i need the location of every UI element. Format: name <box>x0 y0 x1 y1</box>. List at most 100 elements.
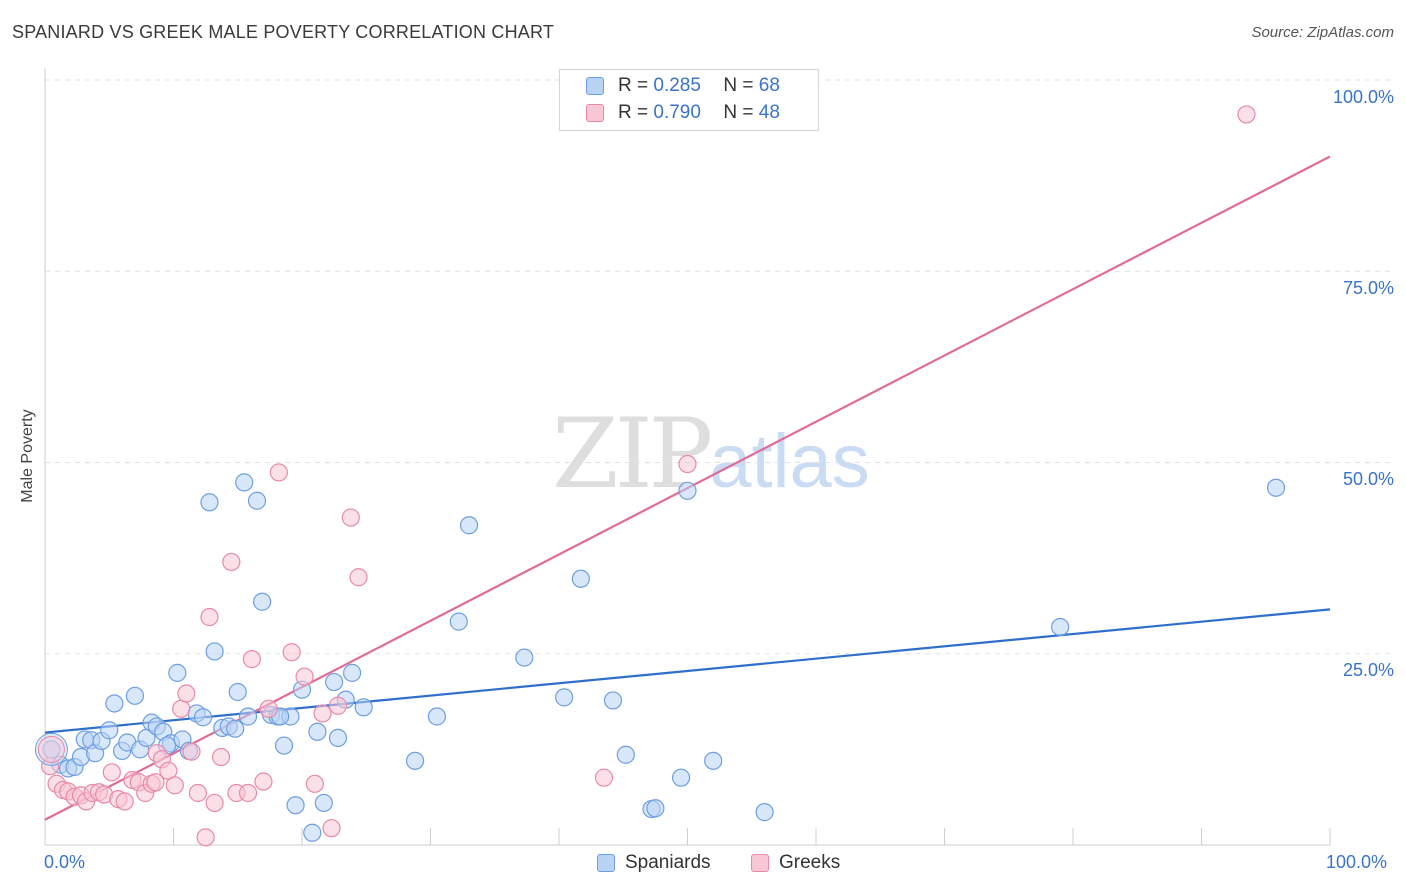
greek-point-12 <box>115 792 134 811</box>
greek-point-21 <box>172 699 191 718</box>
legend-label-spaniards: Spaniards <box>625 852 711 873</box>
legend-swatch-spaniards <box>586 77 604 95</box>
legend-n-value-greeks: 48 <box>758 102 780 123</box>
greek-point-47 <box>146 773 165 792</box>
legend-r-label: R = <box>618 75 649 96</box>
legend-row-greeks: R = 0.790 N = 48 <box>586 100 780 126</box>
greek-point-25 <box>196 828 215 847</box>
spaniard-point-9 <box>100 721 119 740</box>
legend-r-value-spaniards: 0.285 <box>653 75 701 96</box>
greek-point-23 <box>182 742 201 761</box>
spaniard-point-25 <box>200 493 219 512</box>
spaniard-point-20 <box>168 663 187 682</box>
legend-label-greeks: Greeks <box>779 852 841 873</box>
greek-point-43 <box>349 568 368 587</box>
greek-cluster-point <box>37 735 65 763</box>
spaniard-cluster-point <box>34 732 68 766</box>
greek-point-10 <box>102 763 121 782</box>
legend-item-greeks[interactable]: Greeks <box>751 852 840 874</box>
spaniard-point-59 <box>671 768 691 787</box>
spaniard-point-43 <box>325 672 344 692</box>
greek-point-40 <box>322 819 341 838</box>
greek-point-27 <box>205 793 224 813</box>
spaniard-point-50 <box>449 612 468 631</box>
greek-point-45 <box>678 454 697 474</box>
greek-point-41 <box>328 696 348 715</box>
spaniard-point-26 <box>205 642 224 661</box>
axes <box>44 68 1331 846</box>
spaniard-point-36 <box>274 736 294 755</box>
greek-point-35 <box>269 463 288 482</box>
greek-point-20 <box>165 776 184 795</box>
legend-n-value-spaniards: 68 <box>758 75 780 96</box>
greek-point-46 <box>1237 105 1256 124</box>
spaniard-point-13 <box>125 686 145 705</box>
spaniard-point-55 <box>603 691 623 710</box>
legend-row-spaniards: R = 0.285 N = 68 <box>586 73 780 99</box>
source-credit: Source: ZipAtlas.com <box>1251 24 1394 41</box>
legend-swatch-spaniards <box>597 854 615 872</box>
spaniard-point-40 <box>303 823 322 842</box>
greek-point-33 <box>254 772 273 791</box>
greek-point-34 <box>259 699 278 718</box>
spaniard-point-62 <box>755 803 774 822</box>
spaniard-point-54 <box>571 569 590 588</box>
spaniard-point-32 <box>247 491 267 510</box>
spaniard-point-41 <box>308 722 327 741</box>
spaniard-point-46 <box>343 663 362 682</box>
greek-point-32 <box>242 650 261 669</box>
spaniard-point-38 <box>286 796 305 815</box>
greek-point-36 <box>282 643 301 662</box>
series-legend: Spaniards Greeks <box>0 852 1406 878</box>
greek-point-44 <box>594 768 614 787</box>
spaniard-point-51 <box>459 516 479 535</box>
greek-point-42 <box>341 508 360 527</box>
legend-r-value-greeks: 0.790 <box>653 102 701 123</box>
spaniard-point-24 <box>193 708 213 727</box>
legend-r-label: R = <box>618 102 649 123</box>
greek-point-28 <box>211 747 231 767</box>
legend-n-label: N = <box>723 102 754 123</box>
greek-point-37 <box>295 667 314 686</box>
spaniard-point-56 <box>616 745 635 764</box>
greek-point-38 <box>305 774 324 793</box>
greek-point-29 <box>222 552 241 572</box>
spaniard-point-58 <box>646 799 665 818</box>
legend-swatch-greeks <box>751 854 769 872</box>
spaniard-point-30 <box>235 473 254 492</box>
spaniard-point-61 <box>704 751 723 770</box>
spaniard-point-47 <box>354 698 373 717</box>
grid-lines <box>45 79 1392 655</box>
greek-point-22 <box>177 684 196 703</box>
y-tick-label-100: 100.0% <box>1332 87 1394 107</box>
legend-swatch-greeks <box>586 104 604 122</box>
legend-n-label: N = <box>723 75 754 96</box>
spaniard-point-44 <box>328 728 348 748</box>
greek-point-39 <box>313 704 332 723</box>
spaniard-point-49 <box>427 707 447 726</box>
spaniard-point-60 <box>678 481 697 500</box>
spaniard-point-65 <box>226 719 245 738</box>
spaniard-point-64 <box>1266 478 1286 497</box>
y-tick-label-25: 25.0% <box>1342 660 1394 680</box>
spaniard-point-10 <box>105 694 124 713</box>
y-tick-label-75: 75.0% <box>1342 278 1394 298</box>
legend-item-spaniards[interactable]: Spaniards <box>597 852 711 874</box>
spaniard-point-31 <box>238 707 258 726</box>
spaniard-point-29 <box>228 682 247 702</box>
watermark-atlas: atlas <box>709 419 870 504</box>
spaniard-point-33 <box>253 592 272 611</box>
greek-point-31 <box>238 783 258 803</box>
stats-legend: R = 0.285 N = 68 R = 0.790 N = 48 <box>559 69 819 131</box>
spaniard-point-42 <box>314 793 333 813</box>
spaniard-point-52 <box>515 648 534 667</box>
chart-title: SPANIARD VS GREEK MALE POVERTY CORRELATI… <box>12 22 555 42</box>
greek-point-26 <box>200 607 219 627</box>
x-tick-label-max: 100.0% <box>1326 852 1388 872</box>
spaniard-point-63 <box>1051 617 1070 637</box>
y-tick-label-50: 50.0% <box>1342 469 1394 489</box>
x-tick-label-min: 0.0% <box>44 852 86 872</box>
spaniard-point-53 <box>555 688 574 707</box>
spaniard-point-48 <box>405 751 425 770</box>
